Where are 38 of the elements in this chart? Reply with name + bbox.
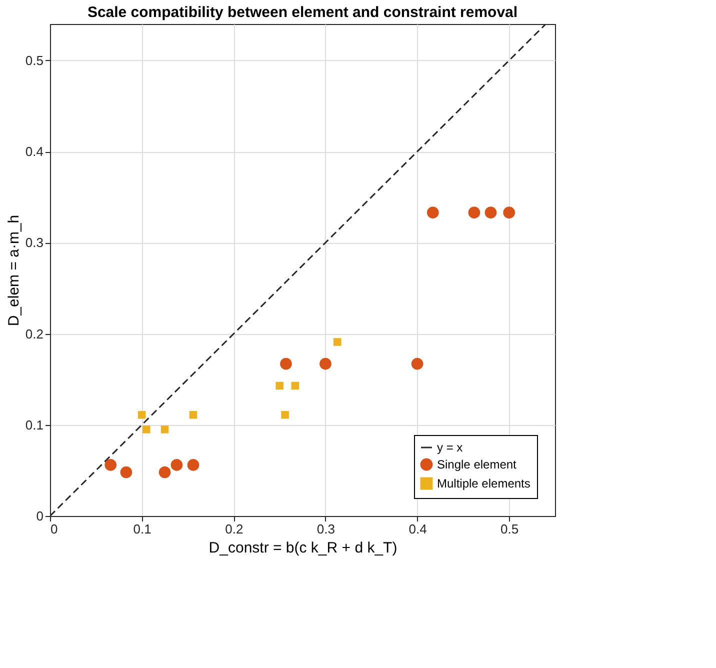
point (503, 206, 516, 219)
chart-title: Scale compatibility between element and constraint removal (87, 4, 518, 21)
x-tick-label: 0.3 (316, 522, 335, 536)
x-tick-label: 0.5 (500, 522, 519, 536)
x-tick-label: 0 (50, 522, 58, 536)
legend-label: Multiple elements (437, 476, 530, 490)
y-tick-label: 0.4 (25, 144, 44, 160)
point (160, 426, 169, 434)
point (411, 358, 424, 370)
point (120, 466, 132, 478)
point (158, 466, 171, 478)
point (468, 206, 480, 219)
x-tick-label: 0.4 (408, 522, 427, 536)
point (104, 459, 117, 471)
y-tick-label: 0.2 (25, 326, 44, 342)
x-tick-label: 0.2 (225, 522, 244, 536)
x-axis-title: D_constr = b(c k_R + d k_T) (208, 540, 398, 556)
y-tick-label: 0 (36, 508, 44, 524)
point (291, 382, 300, 390)
x-tick-label: 0.1 (133, 522, 152, 536)
point (142, 426, 150, 434)
point (281, 410, 289, 419)
legend-label: Single element (437, 458, 518, 472)
point (320, 358, 332, 370)
y-tick-label: 0.1 (25, 417, 44, 432)
y-axis-title: D_elem = a·m_h (5, 214, 22, 326)
point (426, 206, 439, 219)
point (276, 382, 284, 390)
y-tick-label: 0.5 (25, 52, 44, 68)
legend-label: y = x (437, 440, 463, 454)
point (189, 410, 198, 419)
point (187, 459, 200, 471)
point (138, 410, 146, 419)
point (170, 459, 183, 471)
point (280, 358, 292, 370)
point (334, 338, 342, 346)
y-tick-label: 0.3 (25, 235, 44, 250)
point (484, 206, 497, 219)
